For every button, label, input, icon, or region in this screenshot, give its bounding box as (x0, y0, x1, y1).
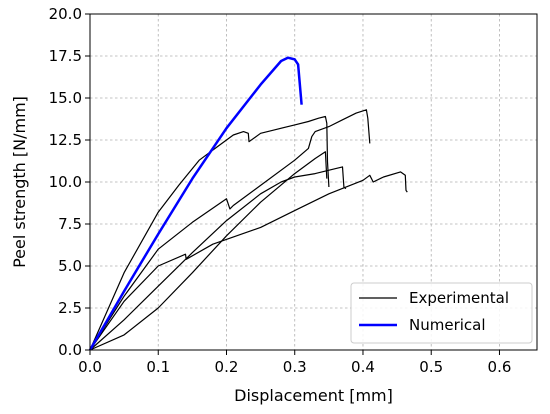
x-tick-label: 0.5 (419, 358, 443, 376)
x-tick-label: 0.0 (78, 358, 102, 376)
experimental-curve-3 (89, 171, 408, 351)
y-tick-label: 15.0 (49, 89, 82, 107)
axis-ticks: 0.0 0.1 0.2 0.3 0.4 0.5 0.6 0.0 2.5 5.0 7.5 10.0 12.… (49, 5, 512, 376)
experimental-curve-5 (89, 151, 328, 351)
experimental-curve-4 (89, 166, 347, 351)
y-tick-label: 2.5 (58, 299, 82, 317)
numerical-curve (88, 56, 303, 351)
y-tick-label: 10.0 (49, 173, 82, 191)
legend-label-experimental: Experimental (409, 289, 509, 307)
y-tick-label: 7.5 (58, 215, 82, 233)
x-tick-label: 0.6 (488, 358, 512, 376)
y-tick-label: 5.0 (58, 257, 82, 275)
y-tick-label: 17.5 (49, 47, 82, 65)
y-tick-label: 20.0 (49, 5, 82, 23)
y-axis-label: Peel strength [N/mm] (10, 96, 29, 268)
x-tick-label: 0.4 (351, 358, 375, 376)
y-tick-label: 12.5 (49, 131, 82, 149)
x-tick-label: 0.1 (146, 358, 170, 376)
y-tick-label: 0.0 (58, 341, 82, 359)
x-tick-label: 0.3 (283, 358, 307, 376)
x-tick-label: 0.2 (215, 358, 239, 376)
legend-label-numerical: Numerical (409, 316, 486, 334)
legend: Experimental Numerical (350, 282, 533, 344)
experimental-curve-2 (89, 109, 371, 351)
data-series (88, 56, 408, 351)
experimental-curve-1 (89, 115, 330, 351)
x-axis-label: Displacement [mm] (234, 386, 393, 405)
